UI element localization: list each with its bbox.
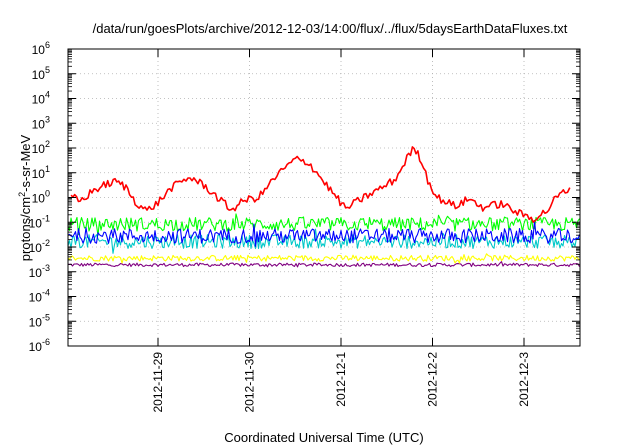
y-tick-exponent: 3 <box>45 114 50 124</box>
y-tick-exponent: -1 <box>42 213 50 223</box>
axis-ticks <box>68 48 580 347</box>
y-tick-exponent: -6 <box>42 337 50 347</box>
x-tick-label: 2012-11-30 <box>243 352 257 413</box>
y-tick-exponent: -2 <box>42 238 50 248</box>
y-tick-exponent: 6 <box>45 40 50 50</box>
y-tick-base: 10 <box>29 266 43 280</box>
y-tick-base: 10 <box>32 68 46 82</box>
y-tick-labels: 10-610-510-410-310-210-11001011021031041… <box>29 40 50 354</box>
y-tick-label: 104 <box>32 90 50 107</box>
y-tick-base: 10 <box>32 43 46 57</box>
y-tick-base: 10 <box>32 167 46 181</box>
y-tick-exponent: -5 <box>42 312 50 322</box>
y-tick-label: 102 <box>32 139 50 156</box>
y-tick-base: 10 <box>29 216 43 230</box>
series-line-3 <box>67 213 580 236</box>
series-line-0 <box>67 261 580 268</box>
x-tick-label: 2012-12-1 <box>334 352 348 407</box>
y-tick-label: 103 <box>32 114 50 131</box>
y-tick-label: 10-4 <box>29 288 50 305</box>
y-tick-exponent: -4 <box>42 288 50 298</box>
y-tick-label: 106 <box>32 40 50 57</box>
y-tick-exponent: 5 <box>45 65 50 75</box>
x-axis-label: Coordinated Universal Time (UTC) <box>224 430 423 445</box>
y-tick-exponent: 1 <box>45 164 50 174</box>
y-tick-exponent: 4 <box>45 90 50 100</box>
x-tick-label: 2012-12-2 <box>426 352 440 407</box>
series-line-4 <box>67 220 581 247</box>
y-tick-base: 10 <box>29 241 43 255</box>
y-tick-label: 10-6 <box>29 337 50 354</box>
y-tick-base: 10 <box>29 315 43 329</box>
x-tick-labels: 2012-11-29 2012-11-30 2012-12-1 2012-12-2 20… <box>151 352 531 413</box>
y-tick-exponent: 2 <box>45 139 50 149</box>
y-tick-base: 10 <box>32 93 46 107</box>
y-tick-label: 10-2 <box>29 238 50 255</box>
y-axis-label-prefix: protons/cm <box>18 197 33 261</box>
chart-title: /data/run/goesPlots/archive/2012-12-03/1… <box>93 21 568 36</box>
y-tick-base: 10 <box>29 340 43 354</box>
y-axis-label-superscript: 2 <box>17 192 27 197</box>
y-tick-label: 10-5 <box>29 312 50 329</box>
series-line-1 <box>67 253 580 264</box>
y-tick-label: 10-3 <box>29 263 50 280</box>
y-tick-base: 10 <box>32 117 46 131</box>
y-tick-base: 10 <box>32 192 46 206</box>
y-axis-label-suffix: -s-sr-MeV <box>18 134 33 191</box>
data-series <box>67 146 581 268</box>
y-tick-label: 105 <box>32 65 50 82</box>
grid-lines <box>68 49 580 346</box>
y-tick-base: 10 <box>29 291 43 305</box>
y-axis-label: protons/cm2-s-sr-MeV <box>17 134 33 261</box>
y-tick-base: 10 <box>32 142 46 156</box>
y-tick-label: 10-1 <box>29 213 50 230</box>
series-line-2 <box>67 228 580 254</box>
y-tick-label: 100 <box>32 189 50 206</box>
x-tick-label: 2012-11-29 <box>151 352 165 413</box>
y-tick-exponent: 0 <box>45 189 50 199</box>
y-tick-label: 101 <box>32 164 50 181</box>
x-tick-label: 2012-12-3 <box>517 352 531 407</box>
series-line-5 <box>70 146 571 223</box>
y-tick-exponent: -3 <box>42 263 50 273</box>
